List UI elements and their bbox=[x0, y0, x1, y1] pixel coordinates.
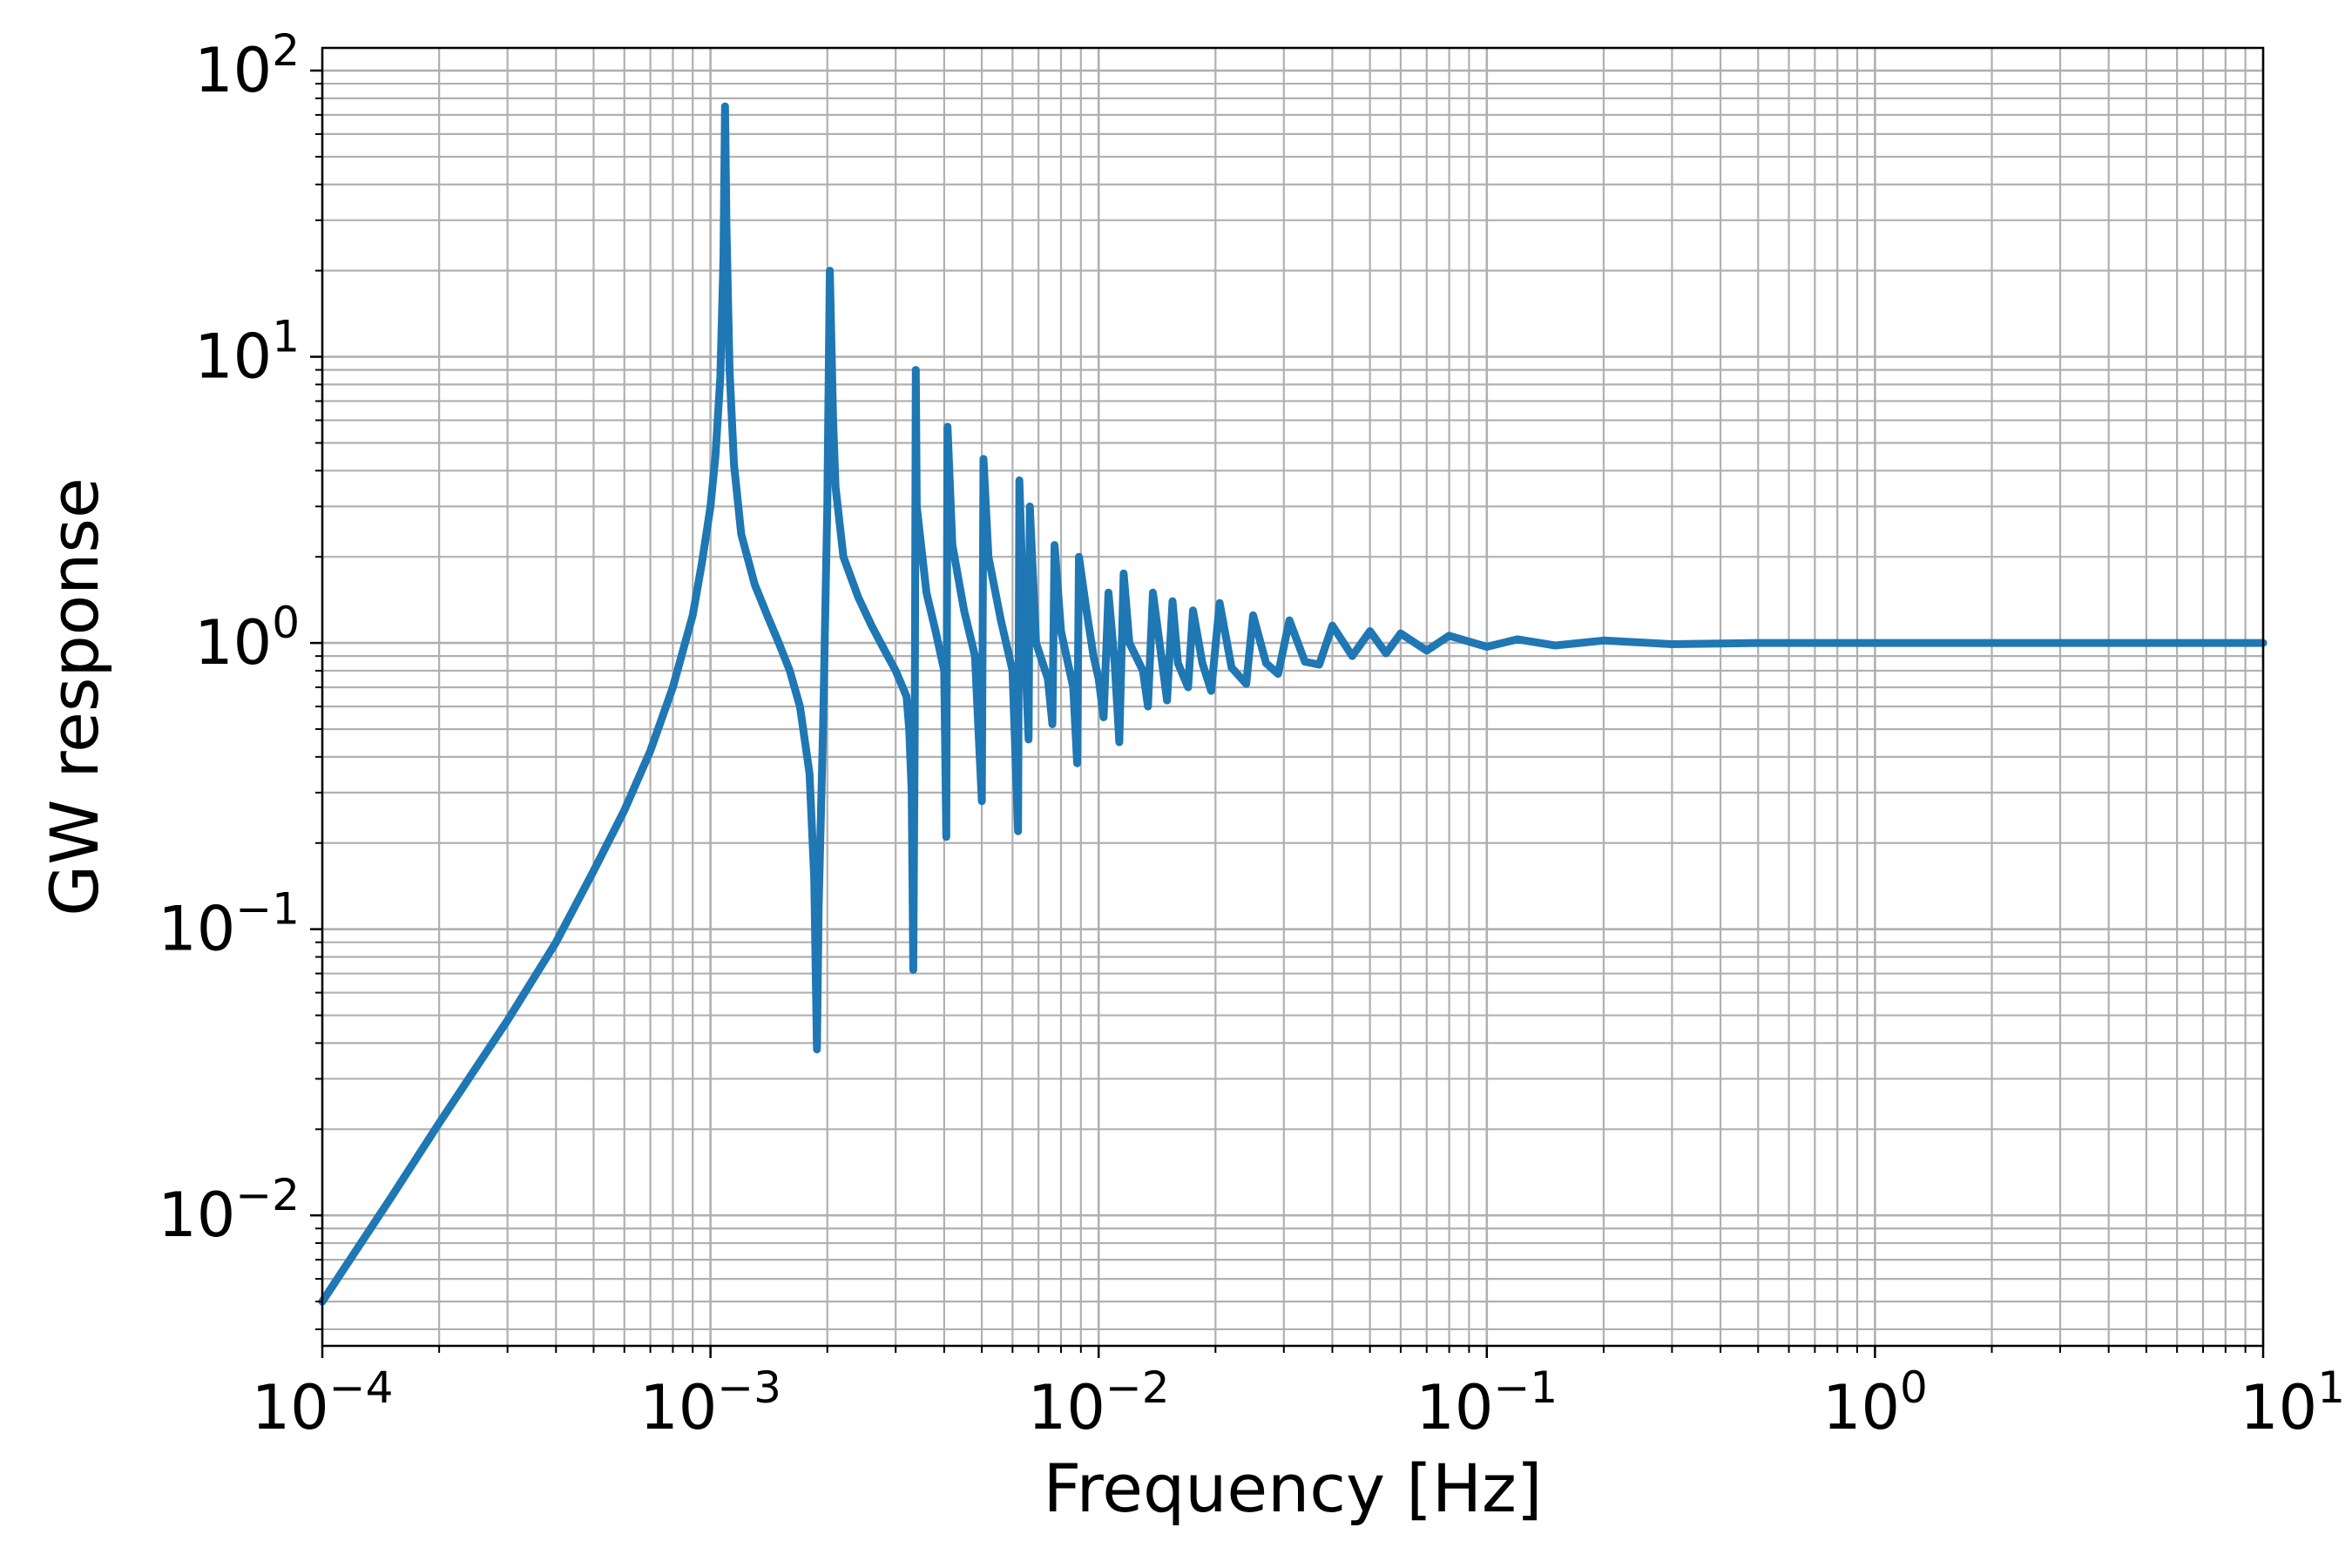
x-tick-label-base: 10 bbox=[639, 1372, 717, 1443]
x-tick-label-base: 10 bbox=[252, 1372, 329, 1443]
x-tick-label: 10−2 bbox=[1028, 1362, 1170, 1443]
x-axis-title: Frequency [Hz] bbox=[1043, 1450, 1542, 1527]
x-tick-label-base: 10 bbox=[1028, 1372, 1105, 1443]
y-tick-label-base: 10 bbox=[194, 607, 272, 679]
y-tick-label: 102 bbox=[194, 25, 300, 106]
x-tick-labels: 10−4 10−3 10−2 10−1 100 101 bbox=[252, 1362, 2345, 1443]
x-tick-label-exponent: −1 bbox=[1493, 1362, 1558, 1413]
y-tick-label-base: 10 bbox=[158, 894, 235, 965]
x-tick-label: 101 bbox=[2240, 1362, 2345, 1443]
x-tick-label: 100 bbox=[1822, 1362, 1928, 1443]
y-tick-label-exponent: 0 bbox=[272, 598, 300, 648]
y-tick-label-exponent: −2 bbox=[235, 1170, 300, 1220]
x-tick-label-base: 10 bbox=[1416, 1372, 1493, 1443]
y-tick-label-base: 10 bbox=[194, 321, 272, 393]
y-tick-label-base: 10 bbox=[194, 35, 272, 106]
axis-ticks bbox=[310, 69, 2265, 1358]
gw-response-line bbox=[318, 102, 2268, 1306]
y-tick-label: 10−2 bbox=[158, 1170, 300, 1251]
x-tick-label-exponent: −2 bbox=[1105, 1362, 1170, 1413]
x-tick-label-base: 10 bbox=[1822, 1372, 1900, 1443]
y-tick-label: 100 bbox=[194, 598, 300, 679]
plot-frame bbox=[321, 46, 2265, 1348]
y-tick-label-base: 10 bbox=[158, 1179, 235, 1251]
x-tick-label: 10−3 bbox=[639, 1362, 781, 1443]
y-tick-label-exponent: 1 bbox=[272, 312, 300, 362]
y-tick-label-exponent: 2 bbox=[272, 25, 300, 76]
x-tick-label: 10−1 bbox=[1416, 1362, 1558, 1443]
x-tick-label-exponent: 0 bbox=[1900, 1362, 1928, 1413]
x-tick-label-exponent: −3 bbox=[717, 1362, 781, 1413]
x-tick-label: 10−4 bbox=[252, 1362, 394, 1443]
y-tick-label-exponent: −1 bbox=[235, 884, 300, 935]
x-tick-label-base: 10 bbox=[2240, 1372, 2317, 1443]
x-tick-label-exponent: −4 bbox=[329, 1362, 394, 1413]
y-axis-title: GW response bbox=[36, 477, 113, 916]
x-tick-label-exponent: 1 bbox=[2317, 1362, 2345, 1413]
y-tick-label: 101 bbox=[194, 312, 300, 393]
y-tick-label: 10−1 bbox=[158, 884, 300, 965]
